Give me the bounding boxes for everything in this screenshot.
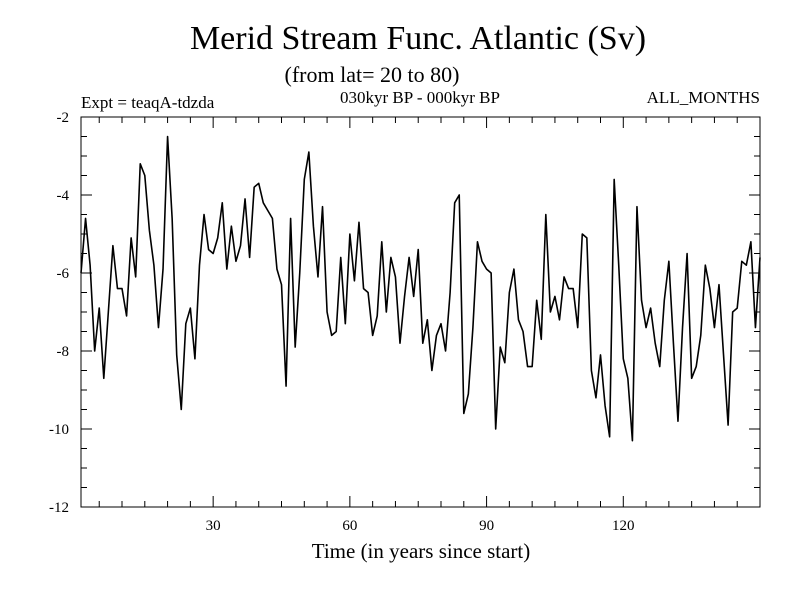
chart-subtitle: (from lat= 20 to 80) <box>285 62 460 87</box>
y-tick-label: -10 <box>49 422 69 438</box>
chart-title: Merid Stream Func. Atlantic (Sv) <box>190 20 646 57</box>
y-tick-label: -12 <box>49 500 69 516</box>
experiment-label: Expt = teaqA-tdzda <box>81 93 215 112</box>
x-tick-label: 60 <box>342 518 357 534</box>
y-tick-labels: -2 -4 -6 -8 -10 -12 <box>49 110 69 516</box>
series-line <box>80 135 761 442</box>
months-label: ALL_MONTHS <box>647 88 760 107</box>
y-tick-label: -4 <box>57 188 70 204</box>
y-tick-label: -8 <box>57 344 70 360</box>
x-tick-label: 120 <box>612 518 635 534</box>
x-tick-labels: 30 60 90 120 <box>206 518 635 534</box>
x-axis-label: Time (in years since start) <box>312 539 531 563</box>
period-label: 030kyr BP - 000kyr BP <box>340 88 500 107</box>
x-tick-label: 90 <box>479 518 494 534</box>
y-tick-label: -2 <box>57 110 70 126</box>
x-tick-label: 30 <box>206 518 221 534</box>
y-tick-label: -6 <box>57 266 70 282</box>
